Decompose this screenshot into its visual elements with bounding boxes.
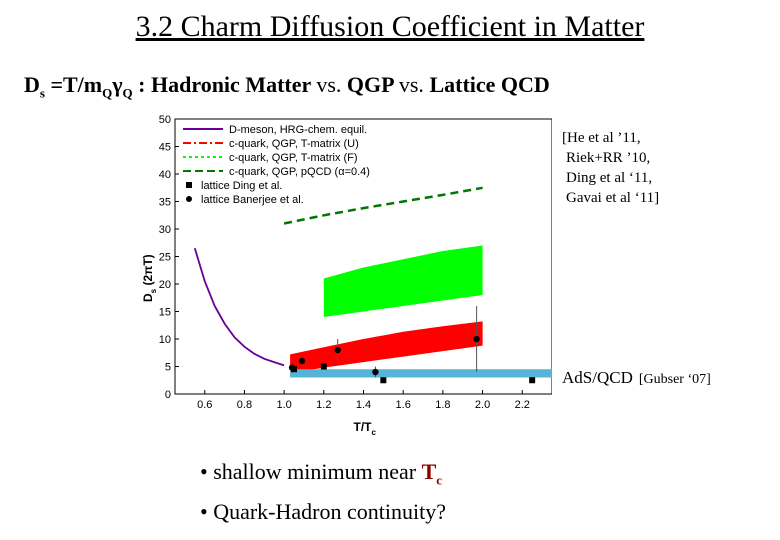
legend-label: c-quark, QGP, pQCD (α=0.4)	[229, 166, 370, 178]
x-tick-label: 0.6	[197, 399, 212, 411]
x-tick-label: 1.4	[356, 399, 371, 411]
legend-label: lattice Banerjee et al.	[201, 194, 304, 206]
bullet-item: • shallow minimum near Tc	[200, 459, 443, 488]
y-tick-label: 40	[159, 169, 171, 181]
y-tick-label: 15	[159, 307, 171, 319]
data-point-ding	[380, 377, 387, 384]
legend-label: c-quark, QGP, T-matrix (U)	[229, 138, 359, 150]
reference-line: Riek+RR ’10,	[566, 150, 651, 166]
y-tick-label: 0	[165, 389, 171, 401]
y-tick-label: 20	[159, 279, 171, 291]
data-point-banerjee	[288, 364, 296, 371]
data-point-ding	[529, 377, 536, 384]
y-tick-label: 5	[165, 362, 171, 374]
reference-line: [He et al ’11,	[562, 130, 641, 146]
data-point-banerjee	[372, 368, 379, 376]
x-axis-label: T/Tc	[354, 420, 377, 437]
ads-reference: [Gubser ‘07]	[638, 372, 711, 387]
bullet-item: • Quark-Hadron continuity?	[200, 499, 446, 525]
x-tick-label: 0.8	[237, 399, 252, 411]
series-d-meson-line	[193, 248, 285, 367]
reference-line: Ding et al ‘11,	[566, 170, 653, 186]
x-tick-label: 1.8	[435, 399, 450, 411]
reference-line: Gavai et al ‘11]	[566, 190, 660, 206]
x-tick-label: 1.6	[396, 399, 411, 411]
y-axis-label: Ds (2πT)	[141, 254, 158, 302]
y-tick-label: 25	[159, 252, 171, 264]
legend-swatch	[186, 182, 192, 188]
references: [He et al ’11, Riek+RR ’10, Ding et al ‘…	[562, 128, 659, 208]
y-tick-label: 10	[159, 334, 171, 346]
chart-svg: 0 5 10 15 20 25 30 35 40 45 50 0.6 0.8 1.0 1.2 1.4 1.6 1.…	[141, 114, 552, 437]
data-point-banerjee	[298, 357, 306, 365]
data-point-banerjee	[334, 346, 341, 354]
legend-label: lattice Ding et al.	[201, 180, 282, 192]
slide-subtitle: Ds =T/mQγQ : Hadronic Matter vs. QGP vs.…	[24, 72, 550, 101]
bullet-list: • shallow minimum near Tc • Quark-Hadron…	[200, 456, 446, 528]
diffusion-chart: 0 5 10 15 20 25 30 35 40 45 50 0.6 0.8 1.0 1.2 1.4 1.6 1.…	[140, 112, 552, 437]
x-tick-label: 1.2	[316, 399, 331, 411]
y-tick-label: 50	[159, 114, 171, 126]
ads-qcd-label: AdS/QCD [Gubser ‘07]	[562, 368, 711, 387]
slide-title: 3.2 Charm Diffusion Coefficient in Matte…	[135, 10, 645, 43]
legend-label: D-meson, HRG-chem. equil.	[229, 124, 367, 136]
data-point-ding	[320, 363, 327, 370]
legend-label: c-quark, QGP, T-matrix (F)	[229, 152, 358, 164]
legend-swatch	[186, 196, 192, 202]
y-tick-label: 30	[159, 224, 171, 236]
data-point-banerjee	[473, 335, 480, 343]
x-tick-label: 1.0	[276, 399, 291, 411]
y-tick-label: 45	[159, 142, 171, 154]
band-c-quark-qgp-t-matrix-u-	[290, 321, 483, 374]
x-tick-label: 2.0	[475, 399, 490, 411]
series-pqcd-line	[283, 186, 483, 225]
band-ads-qcd	[290, 369, 552, 378]
x-tick-label: 2.2	[515, 399, 530, 411]
y-tick-label: 35	[159, 197, 171, 209]
band-c-quark-qgp-t-matrix-f-	[323, 245, 483, 317]
